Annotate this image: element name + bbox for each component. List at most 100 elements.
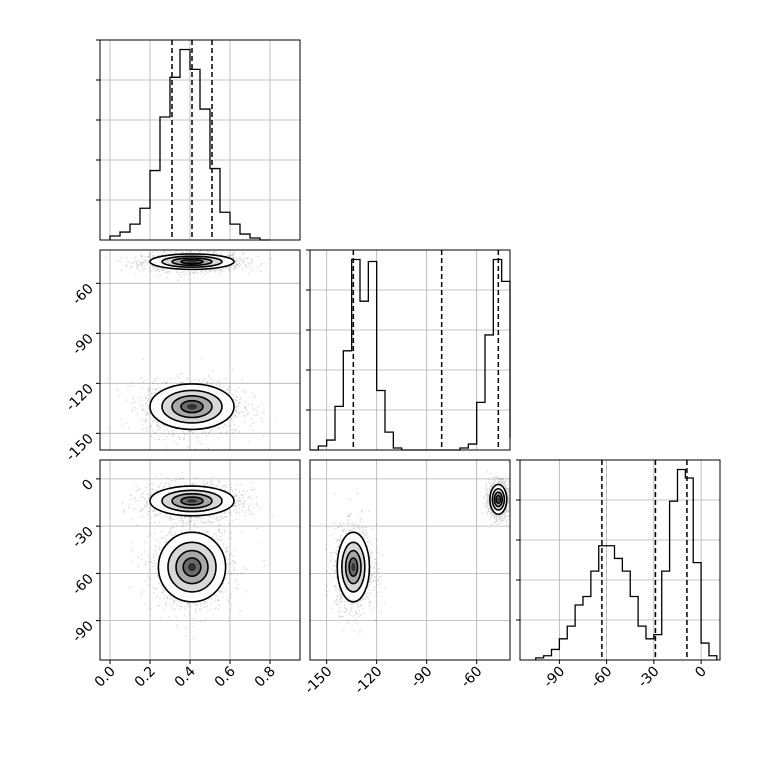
hist-bar bbox=[493, 260, 501, 450]
hist-bar bbox=[377, 390, 385, 450]
contour bbox=[171, 257, 213, 267]
contour bbox=[493, 491, 504, 508]
panel-frame bbox=[309, 459, 511, 661]
hist-bar bbox=[693, 563, 701, 660]
hist-bar bbox=[638, 626, 646, 660]
contour bbox=[171, 493, 213, 509]
contour bbox=[336, 531, 371, 603]
hist-bar bbox=[385, 432, 393, 450]
y-tick-label: -30 bbox=[69, 524, 96, 551]
contour bbox=[495, 494, 502, 505]
x-tick-label: 0.4 bbox=[172, 663, 199, 690]
pair-panel-p0-p2 bbox=[99, 459, 301, 661]
hist-bar bbox=[646, 639, 654, 660]
hist-bar bbox=[551, 649, 559, 660]
pair-panel-p1-p2 bbox=[309, 459, 511, 661]
x-tick-label: -90 bbox=[541, 664, 568, 691]
contour bbox=[175, 549, 209, 585]
hist-bar bbox=[630, 597, 638, 660]
y-tick-label: -90 bbox=[69, 331, 96, 358]
hist-bar bbox=[160, 117, 170, 240]
contour bbox=[149, 253, 235, 271]
contour bbox=[171, 395, 213, 419]
x-tick-label: -120 bbox=[352, 664, 386, 698]
contour bbox=[180, 399, 204, 414]
contour bbox=[348, 557, 359, 577]
hist-bar bbox=[559, 639, 567, 660]
hist-panel-p2 bbox=[516, 459, 721, 661]
x-tick-label: 0.6 bbox=[212, 663, 239, 690]
y-tick-label: -60 bbox=[69, 571, 96, 598]
panel-frame bbox=[99, 459, 301, 661]
contour bbox=[161, 389, 223, 424]
contour bbox=[149, 383, 235, 431]
x-tick-label: -60 bbox=[458, 664, 485, 691]
panel-frame bbox=[99, 249, 301, 451]
y-tick-label: -90 bbox=[69, 618, 96, 645]
density-fill bbox=[351, 562, 356, 572]
x-tick-label: 0.2 bbox=[132, 664, 159, 691]
hist-bar bbox=[360, 301, 368, 450]
hist-outline bbox=[109, 48, 270, 241]
x-tick-label: -90 bbox=[408, 664, 435, 691]
hist-bar bbox=[180, 50, 190, 240]
hist-bar bbox=[200, 109, 210, 240]
hist-outline bbox=[535, 468, 718, 660]
contour bbox=[344, 549, 362, 585]
x-tick-label: 0 bbox=[692, 664, 710, 682]
panel-content bbox=[310, 460, 510, 660]
contour bbox=[491, 487, 506, 511]
panel-frame bbox=[309, 249, 511, 451]
y-tick-label: -120 bbox=[63, 381, 97, 415]
hist-bar bbox=[150, 171, 160, 240]
contour bbox=[489, 483, 508, 516]
hist-bar bbox=[599, 546, 607, 660]
density-fill bbox=[187, 403, 197, 410]
scatter-points bbox=[105, 250, 276, 450]
density-fill bbox=[497, 497, 500, 502]
hist-bar bbox=[343, 351, 351, 450]
density-fill bbox=[188, 562, 196, 572]
contour bbox=[157, 531, 227, 603]
hist-bar bbox=[614, 558, 622, 660]
hist-bar bbox=[670, 501, 678, 660]
contour bbox=[161, 489, 223, 513]
panel-frame bbox=[99, 39, 301, 241]
hist-bar bbox=[591, 571, 599, 660]
contour bbox=[149, 485, 235, 517]
contour bbox=[167, 541, 217, 593]
x-tick-label: -150 bbox=[302, 664, 336, 698]
contour bbox=[180, 496, 204, 506]
hist-bar bbox=[120, 232, 130, 240]
hist-bar bbox=[607, 546, 615, 660]
x-tick-label: -30 bbox=[635, 664, 662, 691]
hist-bar bbox=[502, 281, 510, 450]
hist-bar bbox=[240, 234, 250, 240]
panel-frame bbox=[519, 459, 721, 661]
panel-content bbox=[100, 460, 300, 660]
contour bbox=[341, 541, 366, 593]
y-tick-label: -150 bbox=[63, 431, 97, 465]
hist-bar bbox=[575, 605, 583, 660]
hist-bar bbox=[701, 643, 709, 660]
contour bbox=[161, 255, 223, 268]
hist-bar bbox=[468, 444, 476, 450]
hist-bar bbox=[170, 77, 180, 240]
pair-panel-p0-p1 bbox=[99, 249, 301, 451]
x-tick-label: 0.8 bbox=[252, 664, 279, 691]
density-fill bbox=[187, 260, 197, 263]
x-tick-label: 0.0 bbox=[92, 664, 119, 691]
hist-bar bbox=[477, 402, 485, 450]
contour bbox=[182, 557, 202, 577]
density-fill bbox=[187, 499, 197, 503]
hist-bar bbox=[230, 224, 240, 240]
y-tick-label: -60 bbox=[69, 281, 96, 308]
hist-panel-p1 bbox=[306, 249, 511, 451]
hist-bar bbox=[677, 470, 685, 660]
panel-content bbox=[100, 250, 300, 450]
hist-bar bbox=[583, 597, 591, 660]
hist-bar bbox=[327, 440, 335, 450]
contour bbox=[180, 258, 204, 265]
hist-outline bbox=[310, 258, 511, 451]
